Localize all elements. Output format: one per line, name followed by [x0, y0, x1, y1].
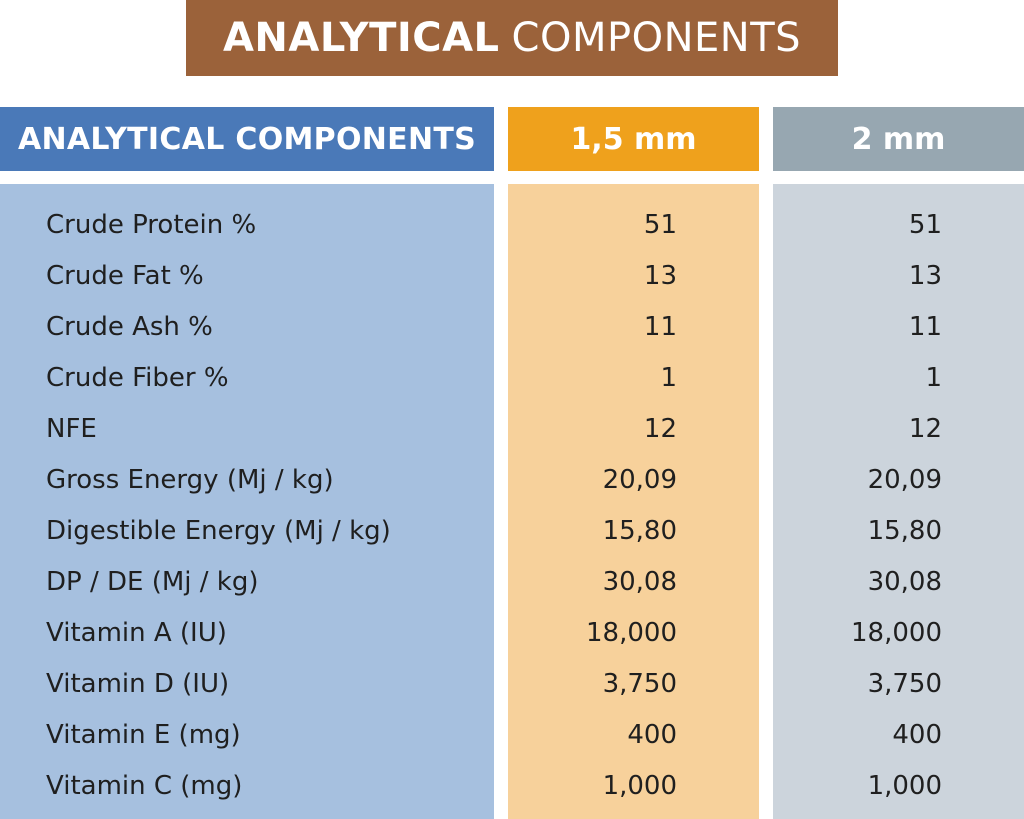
header-2mm: 2 mm	[773, 107, 1024, 171]
row-label: DP / DE (Mj / kg)	[46, 567, 259, 597]
row-label: Vitamin C (mg)	[46, 771, 243, 801]
value-1-5mm: 1	[660, 363, 677, 393]
2mm-column-background	[773, 184, 1024, 819]
value-2mm: 12	[908, 414, 942, 444]
value-2mm: 30,08	[867, 567, 942, 597]
value-1-5mm: 400	[627, 720, 677, 750]
table-row: Gross Energy (Mj / kg) 20,09 20,09	[0, 455, 1024, 506]
table-row: Vitamin A (IU) 18,000 18,000	[0, 608, 1024, 659]
value-2mm: 400	[892, 720, 942, 750]
value-1-5mm: 18,000	[586, 618, 677, 648]
row-label: Vitamin E (mg)	[46, 720, 241, 750]
1-5mm-column-background	[508, 184, 759, 819]
table-row: Crude Ash % 11 11	[0, 302, 1024, 353]
table-row: DP / DE (Mj / kg) 30,08 30,08	[0, 557, 1024, 608]
value-1-5mm: 30,08	[602, 567, 677, 597]
row-label: Digestible Energy (Mj / kg)	[46, 516, 391, 546]
table-row: Crude Protein % 51 51	[0, 200, 1024, 251]
value-2mm: 3,750	[867, 669, 942, 699]
title-light: COMPONENTS	[511, 15, 802, 61]
row-label: Crude Fat %	[46, 261, 204, 291]
table-row: NFE 12 12	[0, 404, 1024, 455]
value-1-5mm: 1,000	[602, 771, 677, 801]
value-1-5mm: 20,09	[602, 465, 677, 495]
table-row: Vitamin D (IU) 3,750 3,750	[0, 659, 1024, 710]
header-analytical-components: ANALYTICAL COMPONENTS	[0, 107, 494, 171]
title-banner: ANALYTICAL COMPONENTS	[186, 0, 838, 76]
value-2mm: 51	[908, 210, 942, 240]
value-1-5mm: 15,80	[602, 516, 677, 546]
row-label: NFE	[46, 414, 97, 444]
table-body: Crude Protein % 51 51 Crude Fat % 13 13 …	[0, 200, 1024, 812]
row-label: Vitamin A (IU)	[46, 618, 227, 648]
value-1-5mm: 3,750	[602, 669, 677, 699]
value-2mm: 15,80	[867, 516, 942, 546]
value-1-5mm: 13	[643, 261, 677, 291]
value-2mm: 18,000	[851, 618, 942, 648]
row-label: Crude Protein %	[46, 210, 257, 240]
table-row: Vitamin C (mg) 1,000 1,000	[0, 761, 1024, 812]
header-1-5mm: 1,5 mm	[508, 107, 759, 171]
table-row: Vitamin E (mg) 400 400	[0, 710, 1024, 761]
value-2mm: 1	[925, 363, 942, 393]
value-1-5mm: 12	[643, 414, 677, 444]
value-2mm: 13	[908, 261, 942, 291]
table-row: Crude Fat % 13 13	[0, 251, 1024, 302]
title-bold: ANALYTICAL	[222, 15, 500, 61]
value-2mm: 11	[908, 312, 942, 342]
table-row: Digestible Energy (Mj / kg) 15,80 15,80	[0, 506, 1024, 557]
label-column-background	[0, 184, 494, 819]
row-label: Vitamin D (IU)	[46, 669, 230, 699]
row-label: Crude Ash %	[46, 312, 213, 342]
value-2mm: 20,09	[867, 465, 942, 495]
row-label: Crude Fiber %	[46, 363, 229, 393]
row-label: Gross Energy (Mj / kg)	[46, 465, 334, 495]
value-2mm: 1,000	[867, 771, 942, 801]
table-row: Crude Fiber % 1 1	[0, 353, 1024, 404]
value-1-5mm: 51	[643, 210, 677, 240]
value-1-5mm: 11	[643, 312, 677, 342]
